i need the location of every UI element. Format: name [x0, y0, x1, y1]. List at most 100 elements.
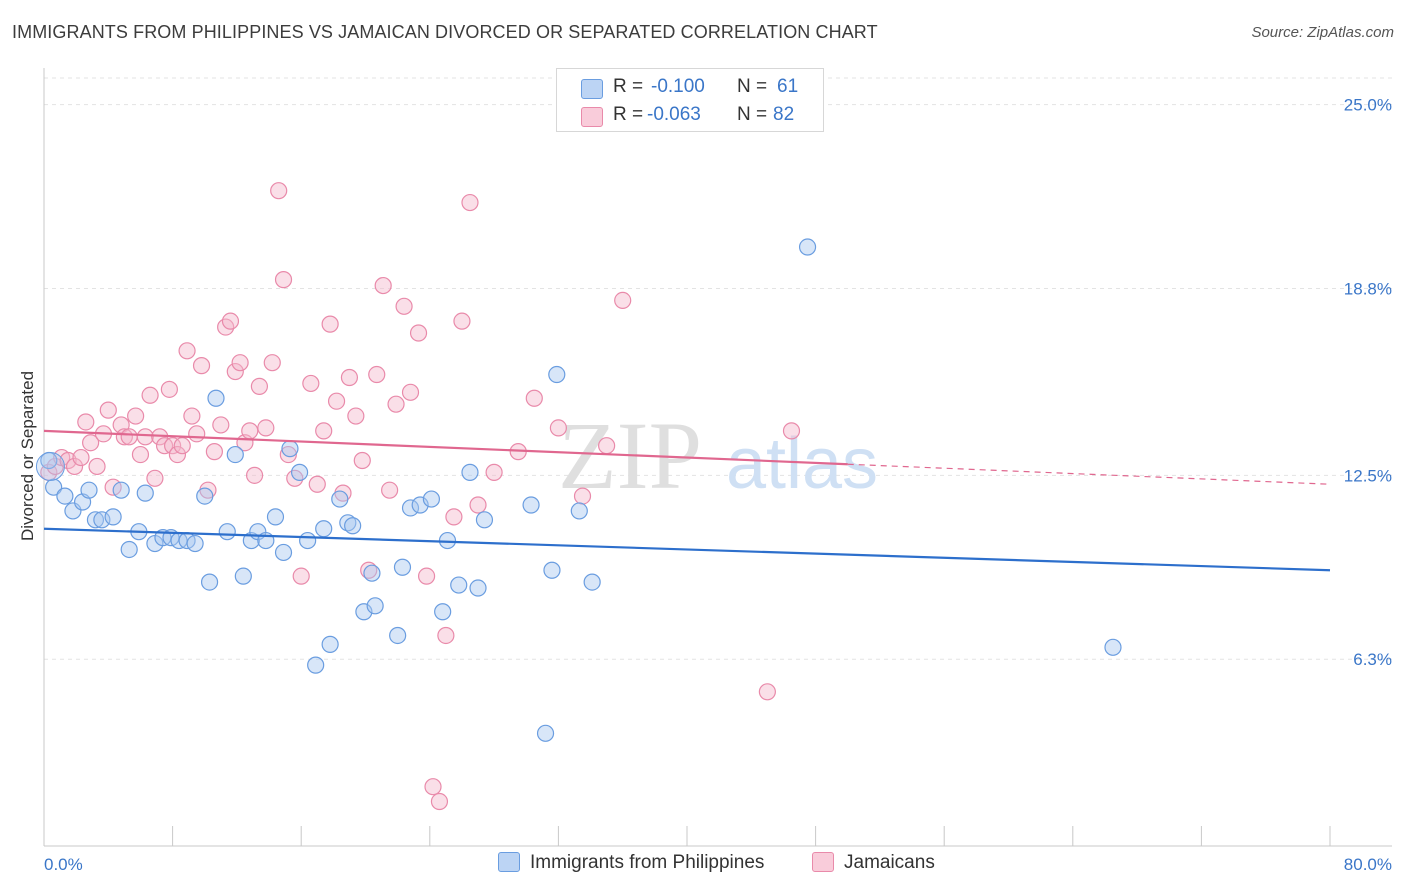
y-tick-label: 6.3% [1353, 650, 1392, 669]
point-jamaicans [115, 428, 133, 446]
point-jamaicans [758, 683, 776, 701]
legend-r-label: R = [613, 104, 644, 125]
point-jamaicans [245, 466, 264, 484]
point-philippines [290, 463, 309, 481]
point-philippines [363, 564, 381, 582]
series-label-jamaicans: Jamaicans [844, 852, 935, 873]
point-philippines [56, 487, 74, 505]
point-jamaicans [205, 443, 223, 461]
tick-labels: 6.3% 12.5% 18.8% 25.0% 0.0% 80.0% [44, 96, 1392, 874]
point-jamaicans [469, 496, 487, 514]
point-philippines [266, 508, 285, 526]
point-jamaicans [430, 792, 449, 811]
point-philippines [344, 517, 362, 535]
point-jamaicans [374, 276, 392, 295]
point-philippines [218, 523, 236, 541]
point-philippines [136, 484, 154, 502]
point-jamaicans [598, 437, 616, 455]
point-jamaicans [160, 380, 178, 398]
point-jamaicans [88, 457, 106, 476]
point-philippines [80, 481, 98, 499]
series-swatch-pink [812, 852, 834, 872]
point-philippines [299, 531, 317, 550]
trend-line-jamaicans-extension [847, 463, 1331, 485]
point-philippines [207, 389, 225, 407]
point-philippines [321, 635, 339, 653]
point-philippines [307, 656, 325, 674]
point-philippines [434, 603, 452, 621]
point-philippines [461, 463, 479, 481]
point-philippines [112, 481, 130, 499]
series-label-philippines: Immigrants from Philippines [530, 852, 765, 873]
point-philippines [104, 508, 122, 526]
point-jamaicans [231, 354, 249, 372]
point-jamaicans [321, 315, 339, 333]
point-jamaicans [120, 428, 138, 446]
point-philippines [226, 445, 244, 464]
point-jamaicans [168, 445, 187, 464]
legend-swatch-blue [581, 79, 603, 99]
point-philippines [450, 576, 468, 594]
point-jamaicans [292, 567, 310, 585]
point-philippines [45, 478, 63, 496]
point-jamaicans [72, 448, 90, 467]
legend-r-label: R = [613, 76, 644, 97]
point-jamaicans [409, 324, 428, 342]
legend-row-jamaicans: R = -0.063 N = 82 [557, 101, 823, 129]
axes [43, 68, 1392, 847]
point-jamaicans [315, 422, 333, 440]
legend: R = -0.100 N = 61 R = -0.063 N = 82 [556, 68, 824, 132]
point-jamaicans [270, 182, 288, 200]
point-jamaicans [146, 469, 164, 487]
legend-n-value: 61 [777, 76, 799, 97]
point-jamaicans [221, 312, 240, 330]
point-philippines [120, 540, 138, 559]
point-jamaicans [347, 407, 365, 425]
point-philippines [366, 597, 384, 615]
point-philippines [522, 496, 540, 514]
y-axis-label: Divorced or Separated [18, 371, 37, 541]
point-jamaicans [381, 481, 399, 499]
point-philippines [86, 511, 105, 529]
legend-r-value: -0.100 [651, 76, 705, 97]
point-jamaicans [782, 422, 801, 440]
point-jamaicans [82, 434, 100, 452]
point-jamaicans [226, 362, 244, 381]
point-philippines [548, 365, 566, 384]
point-jamaicans [461, 193, 479, 212]
point-jamaicans [188, 425, 206, 443]
x-tick-label-start: 0.0% [44, 855, 83, 874]
point-philippines [401, 499, 420, 517]
trend-line-jamaicans [43, 429, 848, 466]
point-philippines [475, 511, 494, 529]
point-jamaicans [549, 419, 568, 437]
series-legend: Immigrants from Philippines Jamaicans [0, 850, 1406, 880]
point-jamaicans [192, 357, 211, 375]
point-jamaicans [127, 407, 145, 425]
point-philippines [1104, 638, 1122, 656]
y-tick-label: 18.8% [1344, 280, 1392, 299]
point-jamaicans [131, 445, 150, 464]
trend-line-philippines [43, 527, 1331, 572]
point-philippines [393, 558, 412, 576]
legend-n-label: N = [737, 104, 768, 125]
point-jamaicans [212, 416, 230, 434]
point-jamaicans [445, 508, 463, 526]
point-jamaicans [173, 437, 191, 455]
point-jamaicans [614, 291, 632, 309]
point-jamaicans [274, 271, 293, 289]
point-philippines [281, 440, 299, 458]
point-jamaicans [360, 561, 378, 579]
point-jamaicans [340, 368, 359, 387]
chart-title: IMMIGRANTS FROM PHILIPPINES VS JAMAICAN … [12, 22, 878, 42]
point-philippines [339, 514, 357, 532]
series-swatch-blue [498, 852, 520, 872]
point-jamaicans [453, 312, 471, 330]
y-tick-label: 25.0% [1344, 96, 1392, 115]
point-jamaicans [387, 395, 405, 413]
point-philippines [200, 573, 219, 591]
legend-n-value: 82 [773, 104, 795, 125]
point-philippines [331, 490, 349, 508]
point-jamaicans [327, 392, 346, 410]
